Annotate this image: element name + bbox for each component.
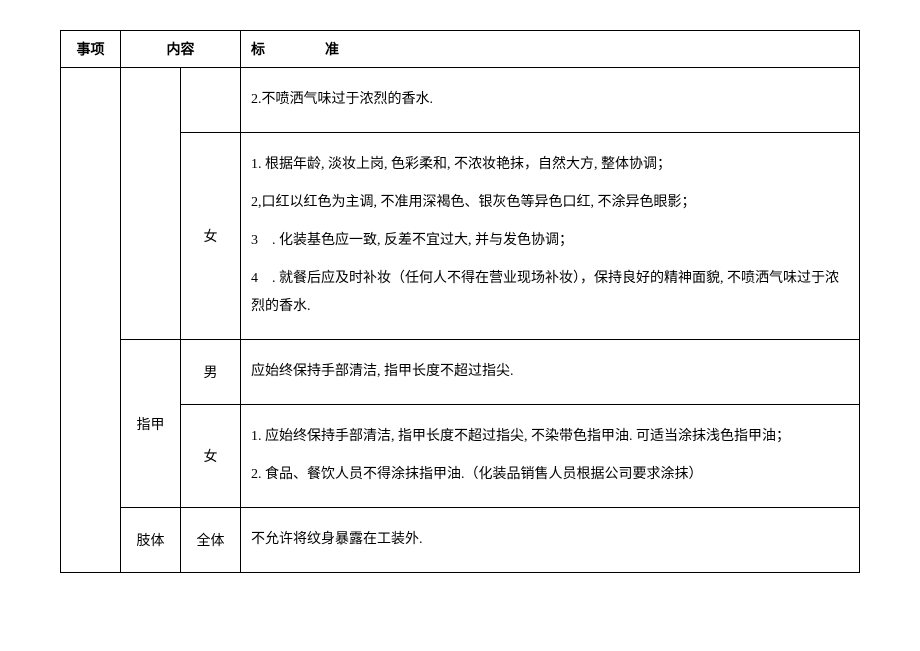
standard-text: 2.不喷洒气味过于浓烈的香水.	[251, 86, 849, 114]
header-content: 内容	[121, 31, 241, 68]
standard-text: 2,口红以红色为主调, 不准用深褐色、银灰色等异色口红, 不涂异色眼影；	[251, 189, 849, 217]
header-standard-text: 标准	[251, 43, 399, 58]
content-cell: 肢体	[121, 508, 181, 573]
gender-cell: 全体	[181, 508, 241, 573]
standard-cell: 1. 应始终保持手部清洁, 指甲长度不超过指尖, 不染带色指甲油. 可适当涂抹浅…	[241, 405, 860, 508]
content-cell: 指甲	[121, 340, 181, 508]
standard-text: 4 . 就餐后应及时补妆（任何人不得在营业现场补妆），保持良好的精神面貌, 不喷…	[251, 265, 849, 321]
standard-text: 3 . 化装基色应一致, 反差不宜过大, 并与发色协调；	[251, 227, 849, 255]
standard-text: 1. 应始终保持手部清洁, 指甲长度不超过指尖, 不染带色指甲油. 可适当涂抹浅…	[251, 423, 849, 451]
content-cell-empty	[121, 68, 181, 340]
standard-cell: 2.不喷洒气味过于浓烈的香水.	[241, 68, 860, 133]
table-row: 女 1. 根据年龄, 淡妆上岗, 色彩柔和, 不浓妆艳抹，自然大方, 整体协调；…	[61, 133, 860, 340]
header-item: 事项	[61, 31, 121, 68]
table-row: 女 1. 应始终保持手部清洁, 指甲长度不超过指尖, 不染带色指甲油. 可适当涂…	[61, 405, 860, 508]
standard-text: 1. 根据年龄, 淡妆上岗, 色彩柔和, 不浓妆艳抹，自然大方, 整体协调；	[251, 151, 849, 179]
standard-cell: 不允许将纹身暴露在工装外.	[241, 508, 860, 573]
header-standard: 标准	[241, 31, 860, 68]
gender-cell: 女	[181, 133, 241, 340]
standard-text: 2. 食品、餐饮人员不得涂抹指甲油.（化装品销售人员根据公司要求涂抹）	[251, 461, 849, 489]
standard-cell: 1. 根据年龄, 淡妆上岗, 色彩柔和, 不浓妆艳抹，自然大方, 整体协调； 2…	[241, 133, 860, 340]
item-cell-empty	[61, 68, 121, 573]
standards-table: 事项 内容 标准 2.不喷洒气味过于浓烈的香水. 女 1. 根据年龄, 淡妆上岗…	[60, 30, 860, 573]
standard-text: 应始终保持手部清洁, 指甲长度不超过指尖.	[251, 358, 849, 386]
standard-text: 不允许将纹身暴露在工装外.	[251, 526, 849, 554]
gender-cell: 女	[181, 405, 241, 508]
table-row: 指甲 男 应始终保持手部清洁, 指甲长度不超过指尖.	[61, 340, 860, 405]
table-row: 肢体 全体 不允许将纹身暴露在工装外.	[61, 508, 860, 573]
gender-cell: 男	[181, 340, 241, 405]
gender-cell	[181, 68, 241, 133]
table-row: 2.不喷洒气味过于浓烈的香水.	[61, 68, 860, 133]
header-row: 事项 内容 标准	[61, 31, 860, 68]
standard-cell: 应始终保持手部清洁, 指甲长度不超过指尖.	[241, 340, 860, 405]
